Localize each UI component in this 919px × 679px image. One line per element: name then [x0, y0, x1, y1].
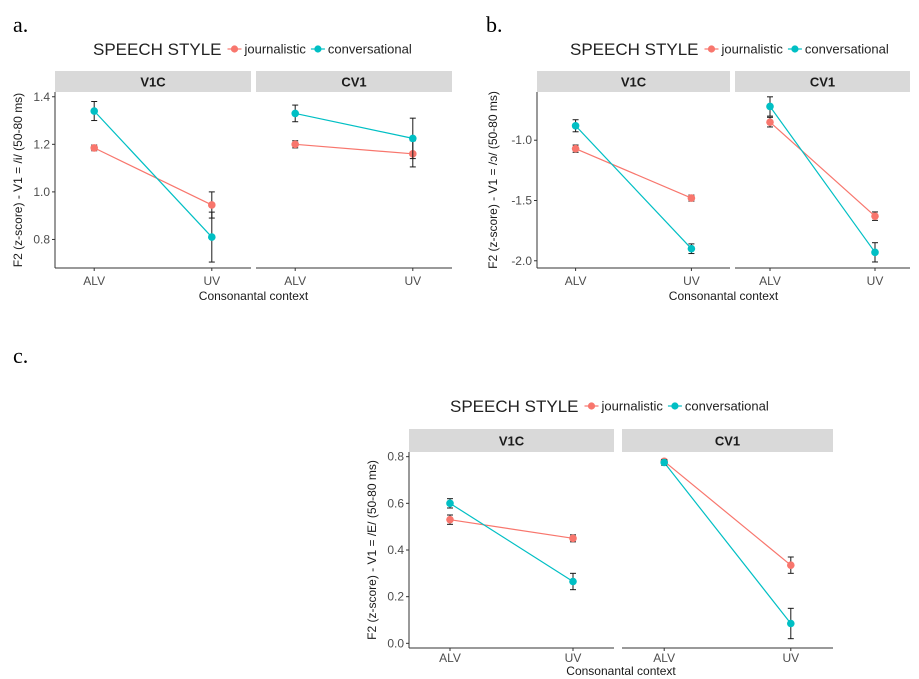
series-line-journalistic — [663, 460, 792, 566]
facet-strip-label: CV1 — [715, 434, 740, 449]
data-point-conversational — [687, 244, 696, 253]
data-point-conversational — [409, 134, 417, 143]
legend-label-journalistic: journalistic — [721, 42, 784, 57]
x-tick-label: ALV — [284, 274, 306, 288]
x-tick-label: UV — [782, 651, 799, 665]
facet-strip — [409, 429, 614, 452]
facet-strip-label: V1C — [140, 75, 166, 90]
y-tick-label: 0.8 — [387, 450, 404, 464]
data-point-conversational — [571, 121, 580, 130]
series-line-conversational — [449, 502, 574, 583]
data-point-journalistic — [871, 212, 879, 220]
x-axis-title: Consonantal context — [669, 289, 779, 303]
figure-label-a: a. — [13, 12, 29, 37]
data-point-journalistic — [569, 534, 577, 543]
facet-strip — [622, 429, 833, 452]
series-line-conversational — [93, 110, 213, 238]
y-tick-label: 1.2 — [33, 137, 50, 151]
legend-label-journalistic: journalistic — [601, 399, 664, 414]
figure-label-b: b. — [486, 12, 503, 37]
x-tick-label: UV — [203, 274, 220, 288]
y-axis-title: F2 (z-score) - V1 = /i/ (50-80 ms) — [11, 93, 25, 267]
data-point-conversational — [569, 577, 577, 586]
data-point-conversational — [871, 248, 879, 257]
x-tick-label: ALV — [565, 274, 587, 288]
legend-key-point-journalistic — [230, 45, 239, 53]
y-tick-label: -2.0 — [511, 254, 532, 268]
legend-title: SPEECH STYLE — [570, 40, 699, 59]
series-line-conversational — [575, 125, 692, 250]
data-point-journalistic — [571, 144, 580, 153]
y-tick-label: -1.0 — [511, 133, 532, 147]
series-line-journalistic — [295, 143, 413, 155]
legend-key-point-conversational — [671, 402, 679, 410]
facet-strip — [537, 71, 730, 92]
facet-strip — [735, 71, 910, 92]
chart-2: SPEECH STYLE journalistic conversational V1… — [365, 397, 833, 678]
y-tick-label: -1.5 — [511, 193, 532, 207]
y-tick-label: 0.4 — [387, 543, 404, 557]
x-tick-label: ALV — [759, 274, 781, 288]
legend-title: SPEECH STYLE — [450, 397, 579, 416]
facet-strip-label: V1C — [499, 434, 525, 449]
data-point-conversational — [291, 109, 300, 118]
legend-label-conversational: conversational — [805, 42, 889, 57]
y-axis-title: F2 (z-score) - V1 = /E/ (50-80 ms) — [365, 460, 379, 640]
x-axis-title: Consonantal context — [566, 664, 676, 678]
facet-strip — [256, 71, 452, 92]
facet-strip — [55, 71, 251, 92]
chart-1: SPEECH STYLE journalistic conversational V1… — [486, 40, 910, 303]
legend-label-conversational: conversational — [328, 42, 412, 57]
data-point-journalistic — [208, 201, 216, 209]
x-tick-label: UV — [565, 651, 582, 665]
legend-title: SPEECH STYLE — [93, 40, 222, 59]
data-point-conversational — [90, 107, 98, 115]
y-tick-label: 0.0 — [387, 636, 404, 650]
legend-key-point-journalistic — [707, 45, 716, 53]
x-tick-label: ALV — [83, 274, 105, 288]
data-point-conversational — [208, 233, 216, 241]
y-tick-label: 1.0 — [33, 185, 50, 199]
facet-strip-label: CV1 — [810, 75, 835, 90]
legend-key-point-conversational — [314, 45, 322, 53]
x-axis-title: Consonantal context — [199, 289, 309, 303]
data-point-journalistic — [766, 118, 774, 126]
data-point-journalistic — [291, 140, 300, 149]
x-tick-label: ALV — [653, 651, 675, 665]
x-tick-label: ALV — [439, 651, 461, 665]
series-line-conversational — [769, 106, 876, 253]
legend-key-point-journalistic — [587, 402, 596, 410]
data-point-conversational — [660, 458, 668, 467]
series-line-journalistic — [769, 121, 876, 217]
series-line-journalistic — [93, 147, 213, 206]
x-tick-label: UV — [867, 274, 884, 288]
legend-key-point-conversational — [791, 45, 799, 53]
data-point-journalistic — [90, 144, 98, 152]
y-tick-label: 0.8 — [33, 232, 50, 246]
data-point-journalistic — [687, 194, 696, 202]
x-tick-label: UV — [683, 274, 700, 288]
x-tick-label: UV — [404, 274, 421, 288]
data-point-journalistic — [787, 561, 795, 569]
series-line-conversational — [663, 462, 792, 624]
legend-label-conversational: conversational — [685, 399, 769, 414]
facet-strip-label: V1C — [621, 75, 647, 90]
data-point-conversational — [446, 499, 454, 508]
data-point-conversational — [787, 619, 795, 628]
y-tick-label: 1.4 — [33, 90, 50, 104]
series-line-conversational — [295, 112, 413, 139]
y-tick-label: 0.6 — [387, 496, 404, 510]
facet-strip-label: CV1 — [341, 75, 366, 90]
legend-label-journalistic: journalistic — [244, 42, 307, 57]
figure-label-c: c. — [13, 343, 29, 368]
chart-0: SPEECH STYLE journalistic conversational V1… — [11, 40, 452, 303]
series-line-journalistic — [449, 519, 574, 539]
data-point-conversational — [766, 102, 774, 111]
series-line-journalistic — [575, 148, 692, 199]
y-axis-title: F2 (z-score) - V1 = /ɔ/ (50-80 ms) — [486, 91, 500, 269]
data-point-journalistic — [446, 515, 454, 524]
y-tick-label: 0.2 — [387, 590, 404, 604]
